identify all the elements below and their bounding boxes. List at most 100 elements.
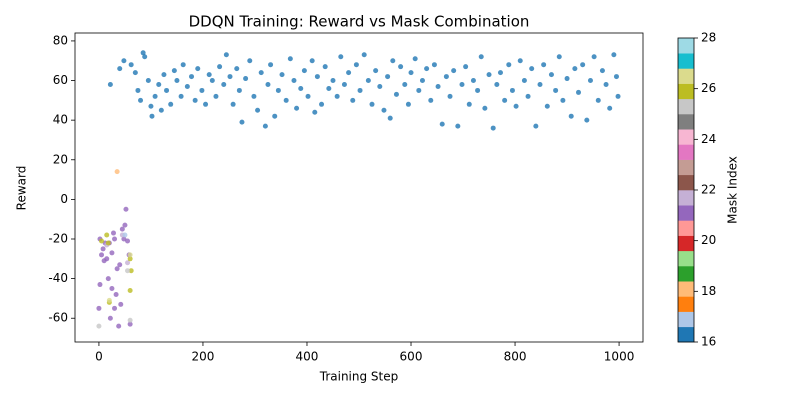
point xyxy=(138,97,144,103)
point xyxy=(439,121,445,127)
point xyxy=(309,58,315,64)
colorbar-segment xyxy=(678,98,694,115)
point xyxy=(99,238,105,244)
point xyxy=(521,78,527,84)
colorbar-segment xyxy=(678,83,694,100)
y-tick-label: 60 xyxy=(53,73,68,87)
colorbar-tick-label: 18 xyxy=(701,284,716,298)
point xyxy=(122,222,128,228)
point xyxy=(301,68,307,74)
point xyxy=(470,78,476,84)
point xyxy=(513,103,519,109)
point xyxy=(195,66,201,72)
point xyxy=(537,82,543,87)
point xyxy=(107,315,113,321)
point xyxy=(230,101,236,107)
colorbar-tick-label: 22 xyxy=(701,183,716,197)
point xyxy=(121,236,127,242)
x-tick-label: 1000 xyxy=(604,350,635,364)
point xyxy=(189,74,195,80)
point xyxy=(217,64,223,70)
point xyxy=(123,206,129,212)
point xyxy=(525,93,531,99)
point xyxy=(497,70,503,76)
point xyxy=(203,101,209,107)
plot-frame xyxy=(74,32,644,343)
point xyxy=(385,74,391,80)
point xyxy=(127,321,133,327)
point xyxy=(334,93,340,99)
colorbar-segment xyxy=(678,326,694,343)
point xyxy=(283,97,289,103)
point xyxy=(611,52,617,58)
colorbar-segment xyxy=(678,159,694,176)
point xyxy=(275,87,281,93)
point xyxy=(319,101,325,107)
point xyxy=(118,301,124,307)
point xyxy=(142,54,148,60)
point xyxy=(113,291,119,297)
point xyxy=(509,87,515,93)
point xyxy=(243,76,249,82)
point xyxy=(105,276,111,282)
point xyxy=(568,113,574,119)
point xyxy=(502,97,508,103)
point xyxy=(127,252,133,258)
colorbar-label: Mask Index xyxy=(726,156,740,224)
colorbar-segment xyxy=(678,205,694,221)
point xyxy=(121,58,127,64)
point xyxy=(459,82,465,87)
point xyxy=(553,87,559,93)
point xyxy=(435,83,441,89)
point xyxy=(416,87,422,93)
point xyxy=(424,66,430,72)
point xyxy=(291,78,297,84)
point xyxy=(572,66,578,72)
point xyxy=(544,103,550,109)
point xyxy=(506,62,512,68)
point xyxy=(234,66,240,72)
point xyxy=(105,240,111,246)
point xyxy=(265,82,271,87)
colorbar-segment xyxy=(678,266,694,282)
point xyxy=(156,82,162,87)
point xyxy=(533,123,539,129)
point xyxy=(346,70,352,76)
point xyxy=(599,68,605,74)
point xyxy=(152,93,158,99)
point xyxy=(408,70,414,76)
point xyxy=(463,64,469,70)
point xyxy=(100,246,106,252)
point xyxy=(353,62,359,68)
point xyxy=(381,107,387,113)
point xyxy=(369,101,375,107)
colorbar-segment xyxy=(678,68,694,84)
point xyxy=(431,62,437,68)
point xyxy=(576,89,582,95)
colorbar-segment xyxy=(678,174,694,191)
colorbar-segment xyxy=(678,220,694,236)
point xyxy=(109,286,115,292)
y-tick-label: 0 xyxy=(60,192,68,206)
point xyxy=(350,97,356,103)
point xyxy=(114,266,120,272)
point xyxy=(114,169,120,175)
point xyxy=(341,82,347,87)
point xyxy=(419,78,425,84)
colorbar-segment xyxy=(678,114,694,130)
point xyxy=(443,74,449,80)
point xyxy=(402,82,408,87)
point xyxy=(584,117,590,123)
point xyxy=(122,232,128,238)
point xyxy=(180,62,186,68)
point xyxy=(213,93,219,99)
point xyxy=(127,256,133,262)
point xyxy=(447,93,453,99)
colorbar-segment xyxy=(678,235,694,252)
point xyxy=(564,76,570,82)
point xyxy=(104,256,110,262)
point xyxy=(221,82,227,87)
point xyxy=(548,72,554,78)
point xyxy=(613,74,619,80)
point xyxy=(326,85,332,91)
